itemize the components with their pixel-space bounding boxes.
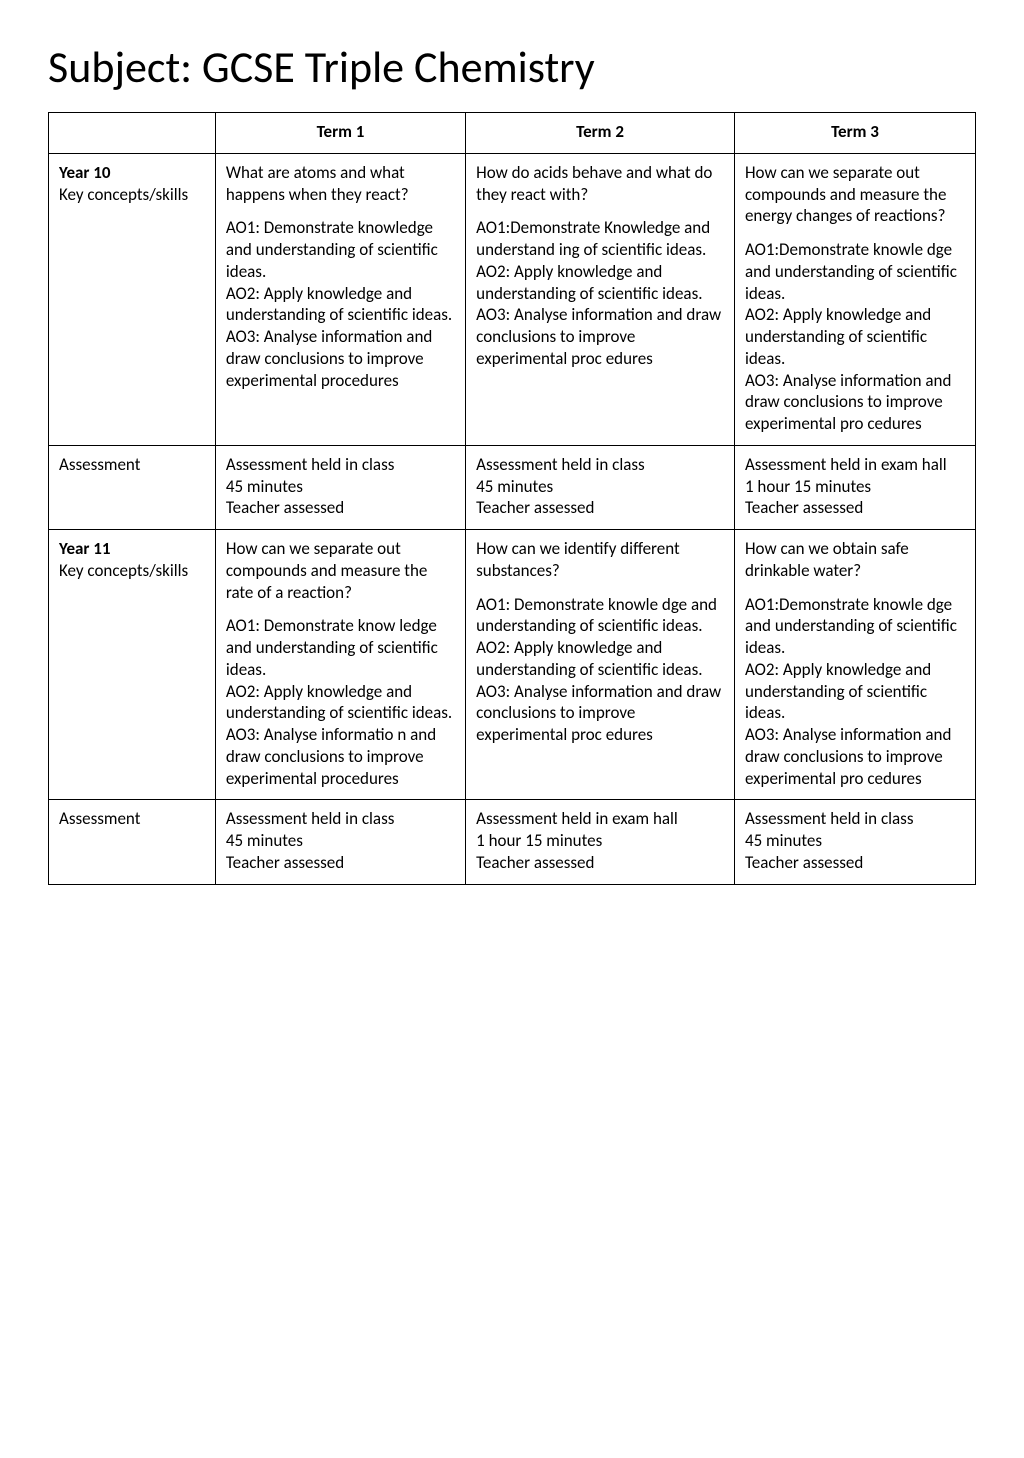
table-row: Assessment Assessment held in class 45 m… xyxy=(49,800,976,884)
ao-text: AO1:Demonstrate knowle dge and understan… xyxy=(745,239,965,435)
row-head-year10: Year 10 Key concepts/skills xyxy=(49,153,216,445)
ao-text: AO1:Demonstrate Knowledge and understand… xyxy=(476,217,724,369)
cell-y11-t3: How can we obtain safe drinkable water? … xyxy=(734,530,975,800)
topic-text: How do acids behave and what do they rea… xyxy=(476,162,724,206)
topic-text: How can we separate out compounds and me… xyxy=(226,538,455,603)
row-head-bold: Year 10 xyxy=(59,162,111,183)
cell-y10-t1: What are atoms and what happens when the… xyxy=(215,153,465,445)
col-header-term1: Term 1 xyxy=(215,113,465,154)
cell-assessment: Assessment held in class 45 minutes Teac… xyxy=(466,445,735,529)
table-row: Assessment Assessment held in class 45 m… xyxy=(49,445,976,529)
row-head-sub: Key concepts/skills xyxy=(59,560,205,582)
ao-text: AO1: Demonstrate know ledge and understa… xyxy=(226,615,455,789)
row-head-sub: Key concepts/skills xyxy=(59,184,205,206)
col-header-term3: Term 3 xyxy=(734,113,975,154)
page: Subject: GCSE Triple Chemistry Term 1 Te… xyxy=(0,0,1024,1458)
row-head-bold: Year 11 xyxy=(59,538,111,559)
cell-assessment: Assessment held in exam hall 1 hour 15 m… xyxy=(466,800,735,884)
col-header-blank xyxy=(49,113,216,154)
cell-y10-t3: How can we separate out compounds and me… xyxy=(734,153,975,445)
table-header-row: Term 1 Term 2 Term 3 xyxy=(49,113,976,154)
row-head-year11: Year 11 Key concepts/skills xyxy=(49,530,216,800)
ao-text: AO1:Demonstrate knowle dge and understan… xyxy=(745,594,965,790)
topic-text: How can we identify different substances… xyxy=(476,538,724,582)
topic-text: What are atoms and what happens when the… xyxy=(226,162,455,206)
col-header-term2: Term 2 xyxy=(466,113,735,154)
cell-y11-t2: How can we identify different substances… xyxy=(466,530,735,800)
page-title: Subject: GCSE Triple Chemistry xyxy=(48,40,976,94)
cell-y11-t1: How can we separate out compounds and me… xyxy=(215,530,465,800)
table-row: Year 11 Key concepts/skills How can we s… xyxy=(49,530,976,800)
cell-assessment: Assessment held in class 45 minutes Teac… xyxy=(215,800,465,884)
ao-text: AO1: Demonstrate knowle dge and understa… xyxy=(476,594,724,746)
cell-y10-t2: How do acids behave and what do they rea… xyxy=(466,153,735,445)
ao-text: AO1: Demonstrate knowledge and understan… xyxy=(226,217,455,391)
topic-text: How can we separate out compounds and me… xyxy=(745,162,965,227)
row-head-sub: Assessment xyxy=(59,454,140,475)
curriculum-table: Term 1 Term 2 Term 3 Year 10 Key concept… xyxy=(48,112,976,885)
cell-assessment: Assessment held in class 45 minutes Teac… xyxy=(734,800,975,884)
cell-assessment: Assessment held in class 45 minutes Teac… xyxy=(215,445,465,529)
row-head-assessment: Assessment xyxy=(49,445,216,529)
topic-text: How can we obtain safe drinkable water? xyxy=(745,538,965,582)
row-head-assessment: Assessment xyxy=(49,800,216,884)
cell-assessment: Assessment held in exam hall 1 hour 15 m… xyxy=(734,445,975,529)
row-head-sub: Assessment xyxy=(59,808,140,829)
table-row: Year 10 Key concepts/skills What are ato… xyxy=(49,153,976,445)
